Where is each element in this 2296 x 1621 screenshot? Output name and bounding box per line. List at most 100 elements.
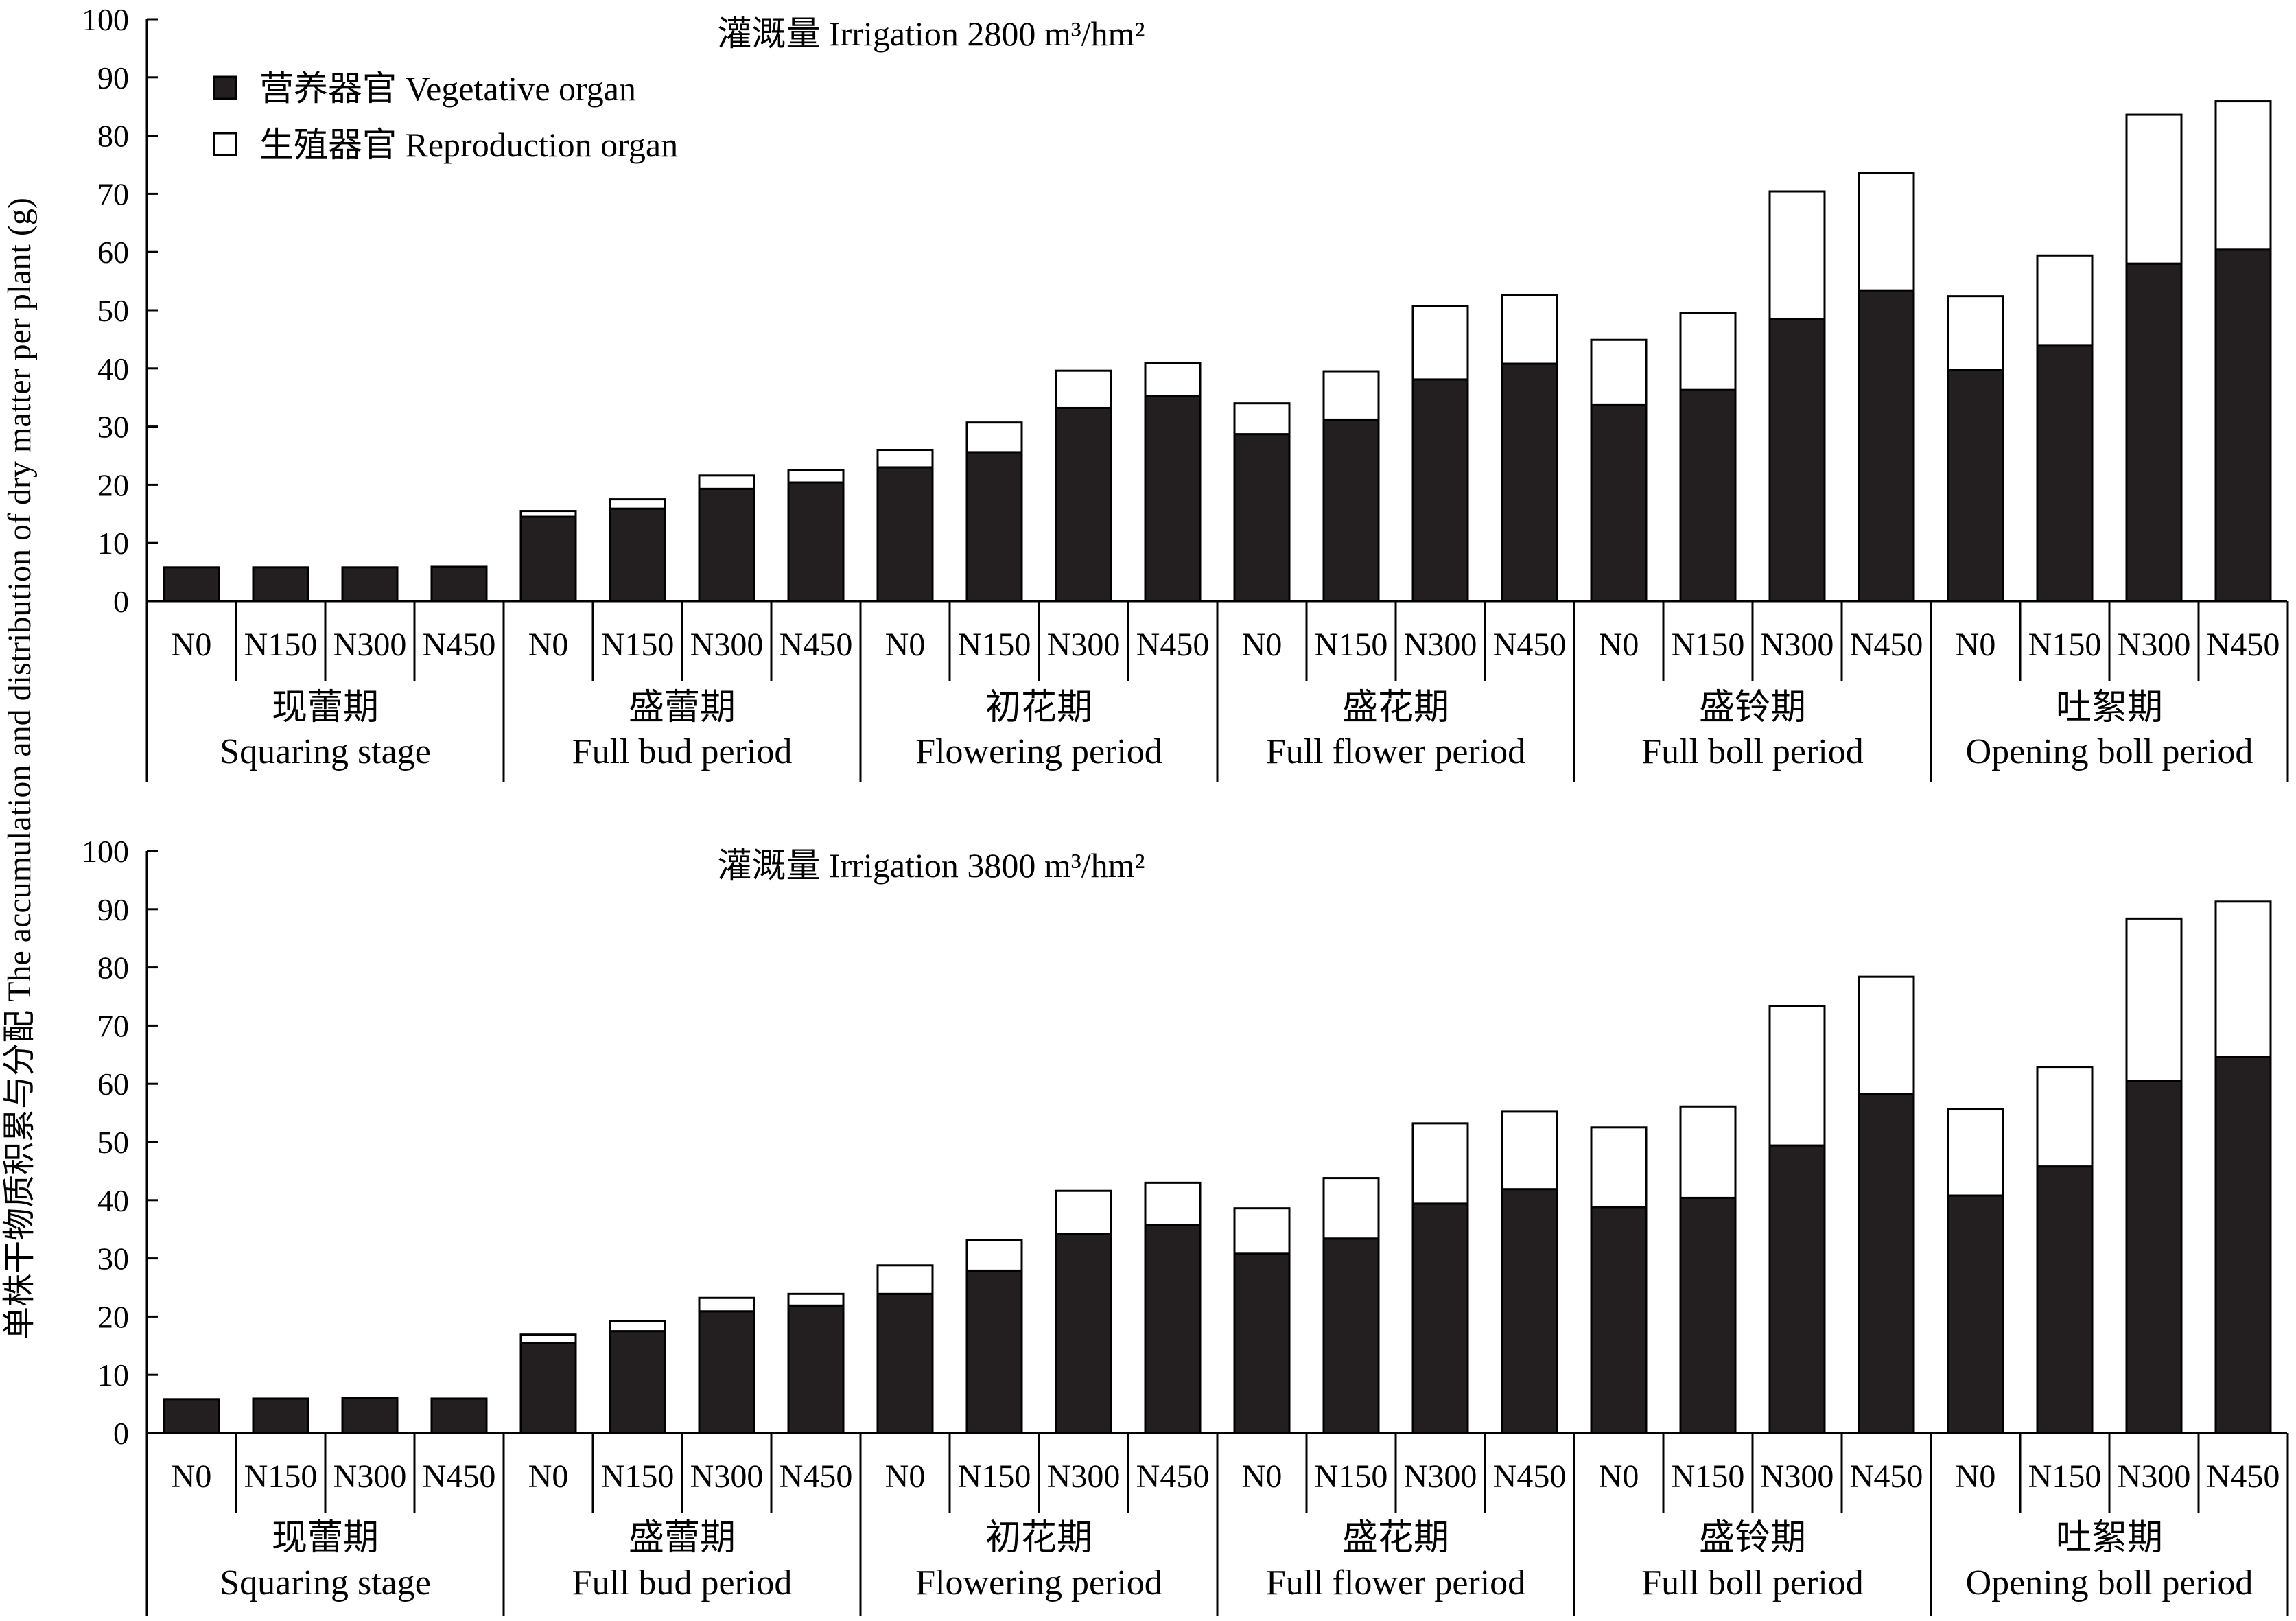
- bar-vegetative: [698, 1310, 755, 1434]
- bar-vegetative: [2036, 1165, 2094, 1434]
- y-tick-label: 100: [82, 834, 129, 869]
- panel-irrigation-3800: 灌溉量 Irrigation 3800 m³/hm² 0 10 20 30 40 50 60 7…: [82, 834, 2289, 1616]
- treatment-label: N300: [1047, 627, 1121, 663]
- bar-reproduction: [2036, 1066, 2094, 1168]
- bar-vegetative: [1144, 1224, 1202, 1434]
- y-tick-label: 20: [97, 467, 129, 502]
- legend-item-vegetative: 营养器官 Vegetative organ: [213, 69, 636, 108]
- bar-vegetative: [1411, 1202, 1469, 1434]
- y-tick-label: 90: [97, 60, 129, 95]
- bar-vegetative: [519, 515, 577, 603]
- stage-label-en: Squaring stage: [220, 1563, 431, 1602]
- treatment-label: N0: [528, 627, 569, 663]
- bar-reproduction: [609, 1320, 666, 1333]
- bar-reproduction: [1501, 294, 1558, 365]
- bar-vegetative: [1590, 403, 1648, 603]
- treatment-label: N450: [423, 1458, 496, 1495]
- treatment-label: N150: [2028, 627, 2102, 663]
- treatment-label: N300: [2118, 1458, 2191, 1495]
- bar-vegetative: [2036, 344, 2094, 603]
- treatment-label: N150: [244, 627, 318, 663]
- y-tick-label: 0: [113, 584, 129, 619]
- treatment-label: N450: [1850, 627, 1923, 663]
- treatment-label: N0: [1242, 1458, 1282, 1495]
- treatment-label: N450: [1493, 1458, 1567, 1495]
- treatment-label: N300: [1404, 627, 1477, 663]
- stage-label-zh: 现蕾期: [272, 688, 379, 727]
- y-tick-label: 30: [97, 1241, 129, 1276]
- treatment-label: N300: [1404, 1458, 1477, 1495]
- treatment-label: N150: [601, 1458, 675, 1495]
- stage-label-zh: 初花期: [985, 1519, 1092, 1558]
- bar-vegetative: [341, 566, 399, 603]
- treatment-label: N300: [1761, 627, 1834, 663]
- bar-vegetative: [163, 1398, 220, 1434]
- bar-reproduction: [1501, 1110, 1558, 1191]
- treatment-label: N300: [1761, 1458, 1834, 1495]
- stage-label-en: Full bud period: [572, 732, 793, 771]
- bar-vegetative: [430, 1397, 488, 1434]
- stage-label-en: Flowering period: [915, 732, 1162, 771]
- bar-vegetative: [876, 466, 934, 603]
- treatment-label: N150: [244, 1458, 318, 1495]
- bar-reproduction: [1679, 312, 1737, 391]
- treatment-label: N0: [1956, 1458, 1996, 1495]
- legend-swatch-reproduction: [213, 132, 237, 156]
- treatment-label: N0: [1599, 627, 1639, 663]
- bar-vegetative: [1858, 1093, 1915, 1434]
- bar-vegetative: [1233, 1252, 1291, 1434]
- treatment-label: N150: [601, 627, 675, 663]
- legend-label-vegetative: 营养器官 Vegetative organ: [259, 69, 636, 108]
- bar-vegetative: [2125, 262, 2183, 603]
- treatment-label: N0: [172, 1458, 212, 1495]
- bar-vegetative: [965, 451, 1023, 603]
- bar-reproduction: [876, 449, 934, 469]
- treatment-label: N150: [1672, 1458, 1745, 1495]
- treatment-label: N450: [780, 1458, 853, 1495]
- bar-vegetative: [787, 481, 845, 603]
- treatment-label: N0: [172, 627, 212, 663]
- bar-vegetative: [1322, 1237, 1380, 1434]
- stage-label-en: Opening boll period: [1966, 1563, 2253, 1602]
- y-tick-label: 60: [97, 235, 129, 270]
- bar-reproduction: [1679, 1105, 1737, 1199]
- y-tick-label: 0: [113, 1416, 129, 1451]
- y-tick-label: 50: [97, 293, 129, 328]
- bar-vegetative: [2214, 1056, 2272, 1434]
- treatment-label: N300: [690, 627, 764, 663]
- y-tick-label: 60: [97, 1066, 129, 1101]
- bar-reproduction: [1411, 305, 1469, 381]
- y-tick-label: 10: [97, 526, 129, 561]
- y-tick-label: 70: [97, 1008, 129, 1043]
- bar-vegetative: [1590, 1206, 1648, 1434]
- bar-vegetative: [2125, 1080, 2183, 1434]
- panel-irrigation-2800: 灌溉量 Irrigation 2800 m³/hm² 0 10 20 30 40 50 60 7…: [82, 2, 2289, 782]
- bar-vegetative: [787, 1304, 845, 1434]
- y-axis-label: 单株干物质积累与分配 The accumulation and distribu…: [1, 198, 38, 1340]
- bar-vegetative: [876, 1292, 934, 1434]
- bar-vegetative: [609, 1330, 666, 1434]
- y-tick-label: 20: [97, 1299, 129, 1334]
- stage-label-zh: 盛蕾期: [629, 688, 736, 727]
- bar-reproduction: [1055, 369, 1112, 409]
- chart-title: 灌溉量 Irrigation 3800 m³/hm²: [718, 846, 1145, 885]
- y-tick-label: 90: [97, 892, 129, 927]
- treatment-label: N450: [780, 627, 853, 663]
- bar-vegetative: [430, 565, 488, 603]
- bar-reproduction: [2036, 254, 2094, 347]
- y-tick-label: 80: [97, 119, 129, 154]
- bar-reproduction: [876, 1264, 934, 1295]
- bar-vegetative: [252, 566, 309, 603]
- treatment-label: N450: [2207, 1458, 2280, 1495]
- bar-reproduction: [1144, 362, 1202, 398]
- bar-vegetative: [965, 1269, 1023, 1434]
- treatment-label: N0: [885, 1458, 926, 1495]
- treatment-label: N450: [1850, 1458, 1923, 1495]
- treatment-label: N150: [1672, 627, 1745, 663]
- stage-label-en: Full bud period: [572, 1563, 793, 1602]
- treatment-label: N0: [528, 1458, 569, 1495]
- treatment-label: N0: [1242, 627, 1282, 663]
- bar-vegetative: [1322, 418, 1380, 603]
- treatment-label: N450: [423, 627, 496, 663]
